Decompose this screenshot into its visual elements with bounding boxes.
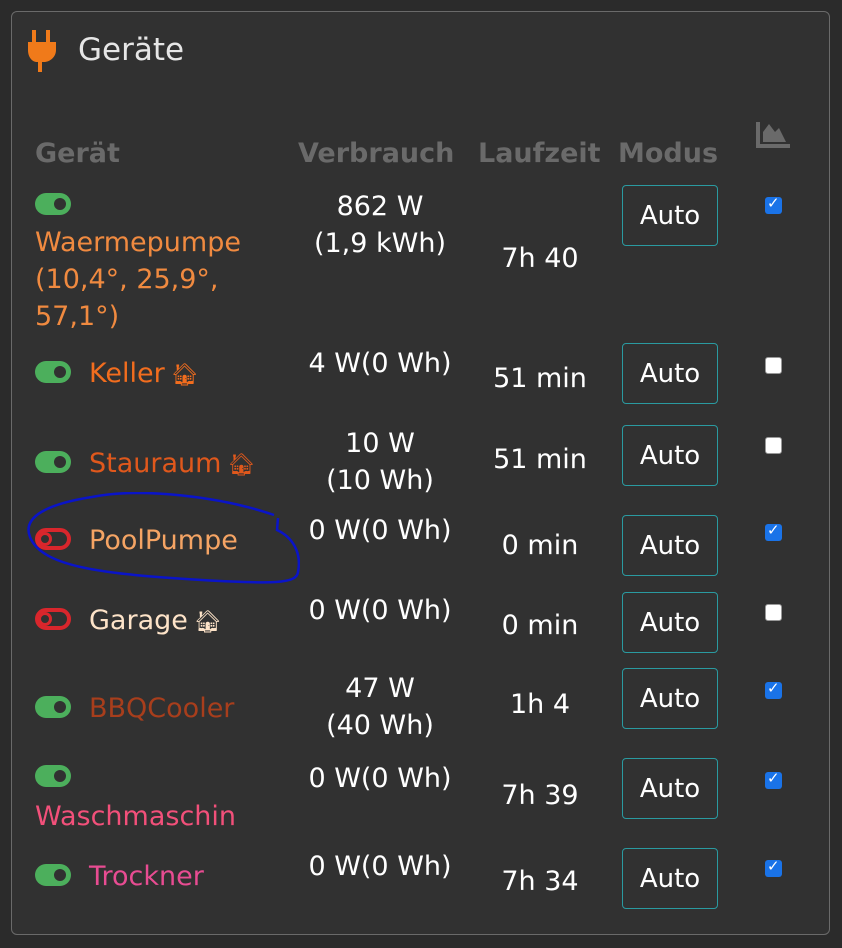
consumption: 862 W (1,9 kWh)	[290, 188, 470, 262]
panel-title: Geräte	[78, 32, 185, 68]
runtime: 0 min	[501, 610, 579, 641]
header-runtime: Laufzeit	[478, 138, 601, 169]
devices-panel	[11, 11, 830, 935]
chart-checkbox[interactable]	[765, 769, 782, 789]
power-value: 862 W	[336, 191, 424, 222]
chart-checkbox[interactable]	[765, 679, 782, 699]
house-icon: 🏠︎	[193, 610, 222, 635]
consumption: 4 W(0 Wh)	[290, 345, 470, 382]
device-name-label: BBQCooler	[89, 693, 235, 724]
power-value: 0 W(0 Wh)	[308, 851, 452, 882]
mode-button[interactable]: Auto	[622, 848, 718, 909]
device-name-label: Stauraum	[89, 448, 222, 479]
consumption: 47 W (40 Wh)	[290, 670, 470, 744]
power-toggle[interactable]	[35, 193, 71, 215]
device-name[interactable]: Trockner	[89, 858, 204, 895]
consumption: 10 W (10 Wh)	[290, 425, 470, 499]
power-toggle[interactable]	[35, 765, 71, 787]
power-toggle[interactable]	[35, 864, 71, 886]
mode-button[interactable]: Auto	[622, 592, 718, 653]
device-name-label: PoolPumpe	[89, 525, 238, 556]
power-value: 0 W(0 Wh)	[308, 595, 452, 626]
device-name[interactable]: BBQCooler	[89, 690, 234, 727]
mode-button[interactable]: Auto	[622, 343, 718, 404]
chart-checkbox[interactable]	[765, 857, 782, 877]
device-name[interactable]: Waermepumpe (10,4°, 25,9°, 57,1°)	[35, 224, 295, 335]
power-toggle[interactable]	[35, 608, 71, 630]
runtime: 7h 39	[501, 780, 579, 811]
runtime: 7h 34	[501, 866, 579, 897]
header-mode: Modus	[618, 138, 719, 169]
energy-value: (40 Wh)	[326, 710, 434, 741]
runtime: 51 min	[493, 444, 587, 475]
energy-value: (10 Wh)	[326, 465, 434, 496]
power-value: 47 W	[345, 673, 415, 704]
runtime: 0 min	[501, 530, 579, 561]
mode-button[interactable]: Auto	[622, 185, 718, 246]
chart-checkbox[interactable]	[765, 521, 782, 541]
runtime: 51 min	[493, 363, 587, 394]
device-name-label: Waschmaschin	[35, 801, 237, 832]
plug-icon	[28, 30, 56, 72]
header-consumption: Verbrauch	[298, 138, 455, 169]
house-icon: 🏠︎	[227, 453, 256, 478]
runtime: 7h 40	[501, 243, 579, 274]
power-value: 0 W(0 Wh)	[308, 515, 452, 546]
area-chart-icon	[756, 122, 790, 148]
power-value: 4 W(0 Wh)	[308, 348, 452, 379]
device-name[interactable]: Keller 🏠︎	[89, 355, 199, 394]
power-toggle[interactable]	[35, 361, 71, 383]
device-name-label: Keller	[89, 358, 165, 389]
device-name[interactable]: Garage 🏠︎	[89, 602, 222, 641]
chart-checkbox[interactable]	[765, 194, 782, 214]
consumption: 0 W(0 Wh)	[290, 848, 470, 885]
power-value: 0 W(0 Wh)	[308, 763, 452, 794]
device-name[interactable]: Waschmaschin	[35, 798, 236, 835]
power-toggle[interactable]	[35, 528, 71, 550]
header-device: Gerät	[35, 138, 120, 169]
consumption: 0 W(0 Wh)	[290, 592, 470, 629]
device-name[interactable]: PoolPumpe	[89, 522, 238, 559]
energy-value: (1,9 kWh)	[313, 228, 447, 259]
chart-checkbox[interactable]	[765, 604, 782, 621]
runtime: 1h 4	[509, 689, 571, 720]
consumption: 0 W(0 Wh)	[290, 760, 470, 797]
device-name-label: Waermepumpe	[35, 227, 241, 258]
consumption: 0 W(0 Wh)	[290, 512, 470, 549]
mode-button[interactable]: Auto	[622, 515, 718, 576]
power-value: 10 W	[345, 428, 415, 459]
device-name-label: Trockner	[89, 861, 204, 892]
house-icon: 🏠︎	[170, 363, 199, 388]
mode-button[interactable]: Auto	[622, 425, 718, 486]
mode-button[interactable]: Auto	[622, 668, 718, 729]
power-toggle[interactable]	[35, 696, 71, 718]
device-temperatures: (10,4°, 25,9°, 57,1°)	[35, 264, 219, 332]
mode-button[interactable]: Auto	[622, 758, 718, 819]
power-toggle[interactable]	[35, 451, 71, 473]
chart-checkbox[interactable]	[765, 357, 782, 374]
device-name[interactable]: Stauraum 🏠︎	[89, 445, 255, 484]
device-name-label: Garage	[89, 605, 188, 636]
chart-checkbox[interactable]	[765, 437, 782, 454]
hand-drawn-annotation-circle	[27, 492, 300, 584]
